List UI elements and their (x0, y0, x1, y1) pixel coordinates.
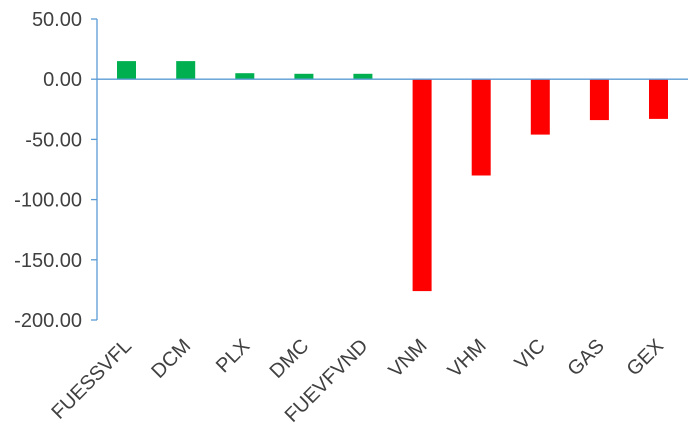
bar-vnm (412, 79, 432, 292)
x-tick-label: PLX (212, 335, 254, 377)
y-axis: 50.00 0.00 -50.00 -100.00 -150.00 -200.00 (14, 9, 98, 332)
bar-fuevfvnd (353, 73, 373, 80)
bars (117, 61, 668, 292)
x-tick-label: GEX (623, 335, 668, 380)
y-tick-label: -200.00 (14, 310, 82, 332)
x-tick-label: GAS (563, 335, 608, 380)
x-tick-label: FUESSVFL (47, 335, 136, 423)
x-tick-label: VNM (385, 335, 432, 382)
bar-dcm (176, 61, 196, 80)
bar-vhm (471, 79, 491, 176)
bar-vic (530, 79, 550, 135)
y-tick-label: -100.00 (14, 190, 82, 212)
x-tick-label: DMC (266, 335, 314, 383)
x-tick-label: VIC (511, 335, 550, 374)
bar-fuessvfl (117, 61, 136, 80)
y-tick-label: 50.00 (32, 9, 82, 31)
bar-dmc (294, 73, 314, 80)
y-tick-label: 0.00 (43, 69, 82, 91)
y-tick-label: -50.00 (25, 129, 82, 151)
x-tick-label: DCM (147, 335, 195, 383)
bar-plx (235, 73, 255, 80)
bar-gas (589, 79, 609, 121)
y-tick-label: -150.00 (14, 250, 82, 272)
x-tick-label: VHM (444, 335, 491, 382)
bar-gex (649, 79, 668, 119)
